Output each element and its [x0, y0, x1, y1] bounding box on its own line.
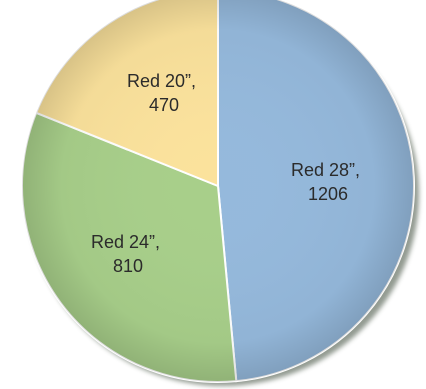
slice-label-red-20: Red 20”, 470	[127, 71, 201, 115]
pie-shading	[22, 0, 414, 382]
slice-label-red-24: Red 24”, 810	[91, 232, 165, 276]
slice-label-red-28: Red 28”, 1206	[291, 160, 365, 204]
pie-labels: Red 28”, 1206 Red 24”, 810 Red 20”, 470	[91, 71, 365, 276]
